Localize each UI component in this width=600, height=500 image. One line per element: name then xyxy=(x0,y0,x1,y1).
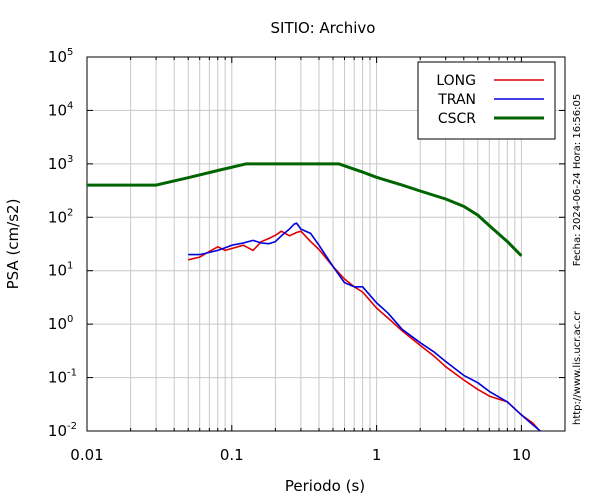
x-tick-label: 1 xyxy=(372,446,382,464)
x-tick-label: 0.1 xyxy=(220,446,244,464)
y-tick-exponent: 0 xyxy=(67,314,73,325)
y-tick-base: 10 xyxy=(48,208,67,226)
y-tick-exponent: -1 xyxy=(67,368,77,379)
y-tick-label: 10 2 xyxy=(48,207,73,226)
y-tick-base: 10 xyxy=(48,262,67,280)
legend-label-tran: TRAN xyxy=(437,92,476,108)
chart-title: SITIO: Archivo xyxy=(271,19,376,37)
source-url: http://www.lis.ucr.ac.cr xyxy=(572,310,583,425)
series-line-cscr xyxy=(87,162,523,257)
y-tick-base: 10 xyxy=(48,101,67,119)
y-tick-base: 10 xyxy=(48,155,67,173)
legend-box xyxy=(417,61,556,140)
y-tick-base: 10 xyxy=(48,369,67,387)
y-tick-exponent: 1 xyxy=(67,261,73,272)
y-tick-exponent: 3 xyxy=(67,154,73,165)
y-tick-base: 10 xyxy=(48,48,67,66)
x-axis-label: Periodo (s) xyxy=(285,477,365,495)
x-tick-labels: 0.01 0.1 1 10 xyxy=(70,446,531,464)
y-tick-label: 10 -2 xyxy=(48,421,77,440)
series-line-long xyxy=(188,230,539,430)
y-tick-exponent: 5 xyxy=(67,47,73,58)
y-axis-label: PSA (cm/s2) xyxy=(4,199,22,290)
x-tick-label: 0.01 xyxy=(70,446,103,464)
y-tick-label: 10 0 xyxy=(48,314,73,333)
legend-label-cscr: CSCR xyxy=(438,111,476,127)
series-lines xyxy=(87,162,541,432)
y-tick-label: 10 5 xyxy=(48,47,73,66)
x-tick-label: 10 xyxy=(512,446,531,464)
series-line-tran xyxy=(188,222,541,432)
y-tick-base: 10 xyxy=(48,422,67,440)
y-tick-label: 10 4 xyxy=(48,100,73,119)
axis-ticks xyxy=(86,56,566,432)
y-tick-base: 10 xyxy=(48,315,67,333)
legend-label-long: LONG xyxy=(436,73,476,89)
date-time-stamp: Fecha: 2024-06-24 Hora: 16:56:05 xyxy=(572,94,583,267)
y-tick-label: 10 3 xyxy=(48,154,73,173)
y-tick-label: 10 -1 xyxy=(48,368,77,387)
plot-frame xyxy=(86,56,566,432)
y-tick-label: 10 1 xyxy=(48,261,73,280)
y-tick-exponent: 4 xyxy=(67,100,73,111)
chart-legend: LONG TRAN CSCR xyxy=(417,61,556,140)
y-tick-exponent: -2 xyxy=(67,421,77,432)
y-tick-exponent: 2 xyxy=(67,207,73,218)
